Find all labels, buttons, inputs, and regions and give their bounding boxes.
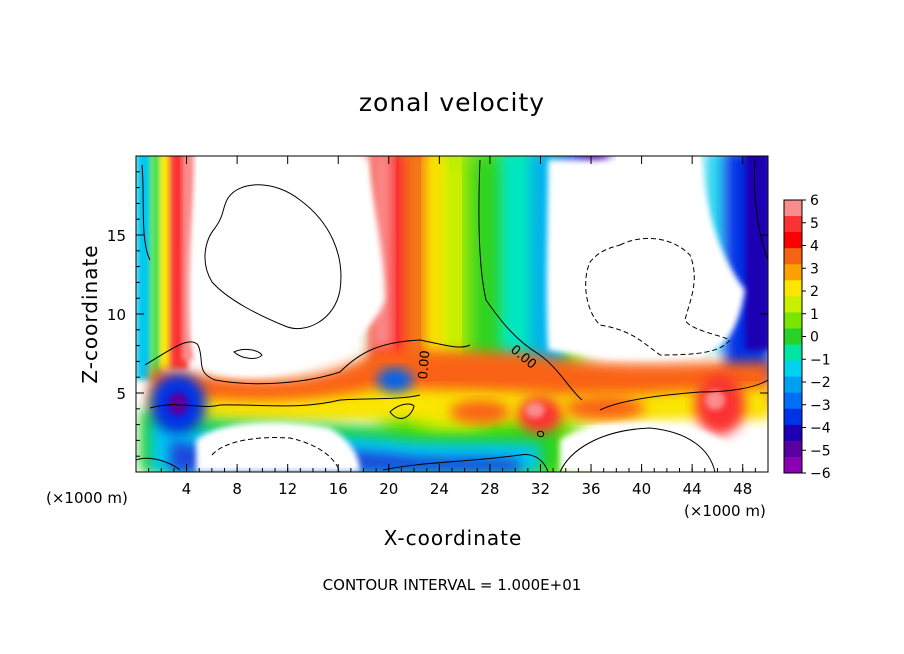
colorbar-swatch — [784, 264, 802, 281]
y-tick-label: 5 — [116, 385, 126, 403]
colorbar-label: −1 — [810, 352, 831, 368]
colorbar-swatch — [784, 360, 802, 378]
velocity-field: 0.00 0.00 — [136, 156, 768, 472]
colorbar-swatch — [784, 296, 802, 313]
colorbar-label: 5 — [810, 216, 819, 232]
colorbar-label: 1 — [810, 307, 819, 323]
x-unit-label-left: (×1000 m) — [46, 489, 128, 507]
x-tick-label: 4 — [182, 480, 192, 498]
chart-title: zonal velocity — [358, 88, 546, 117]
x-tick-label: 36 — [581, 480, 600, 498]
colorbar-swatch — [784, 392, 802, 410]
x-axis-label: X-coordinate — [383, 526, 523, 550]
x-tick-label: 8 — [232, 480, 242, 498]
x-tick-label: 12 — [278, 480, 297, 498]
svg-text:0.00: 0.00 — [416, 350, 433, 380]
x-tick-label: 28 — [480, 480, 499, 498]
colorbar-swatch — [784, 440, 802, 458]
x-tick-label: 24 — [430, 480, 449, 498]
colorbar-swatch — [784, 328, 802, 346]
colorbar-swatch — [784, 456, 802, 474]
colorbar-swatch — [784, 216, 802, 233]
colorbar-label: 2 — [810, 284, 819, 300]
contour-interval-note: CONTOUR INTERVAL = 1.000E+01 — [322, 576, 582, 594]
colorbar-swatch — [784, 280, 802, 297]
colorbar: 6 5 4 3 2 1 0 −1 −2 −3 −4 −5 −6 — [783, 193, 831, 482]
y-tick-label: 15 — [107, 227, 126, 245]
colorbar-label: −2 — [810, 375, 831, 391]
x-tick-label: 48 — [733, 480, 752, 498]
colorbar-label: −3 — [810, 398, 831, 414]
colorbar-label: −6 — [810, 466, 831, 482]
colorbar-swatch — [784, 200, 802, 217]
colorbar-label: −5 — [810, 443, 831, 459]
colorbar-swatch — [784, 408, 802, 426]
colorbar-label: 3 — [810, 261, 819, 277]
colorbar-label: 4 — [810, 239, 819, 255]
colorbar-label: 0 — [810, 330, 819, 346]
colorbar-swatch — [784, 312, 802, 329]
colorbar-swatch — [784, 376, 802, 394]
x-tick-label: 16 — [329, 480, 348, 498]
colorbar-label: 6 — [810, 193, 819, 209]
colorbar-swatch — [784, 344, 802, 362]
x-tick-label: 32 — [531, 480, 550, 498]
x-tick-label: 40 — [632, 480, 651, 498]
colorbar-swatch — [784, 248, 802, 265]
colorbar-label: −4 — [810, 421, 831, 437]
colorbar-swatch — [784, 424, 802, 442]
colorbar-swatch — [784, 232, 802, 249]
x-tick-label: 20 — [379, 480, 398, 498]
y-tick-label: 10 — [107, 306, 126, 324]
x-tick-label: 44 — [683, 480, 702, 498]
x-unit-label-right: (×1000 m) — [684, 502, 766, 520]
